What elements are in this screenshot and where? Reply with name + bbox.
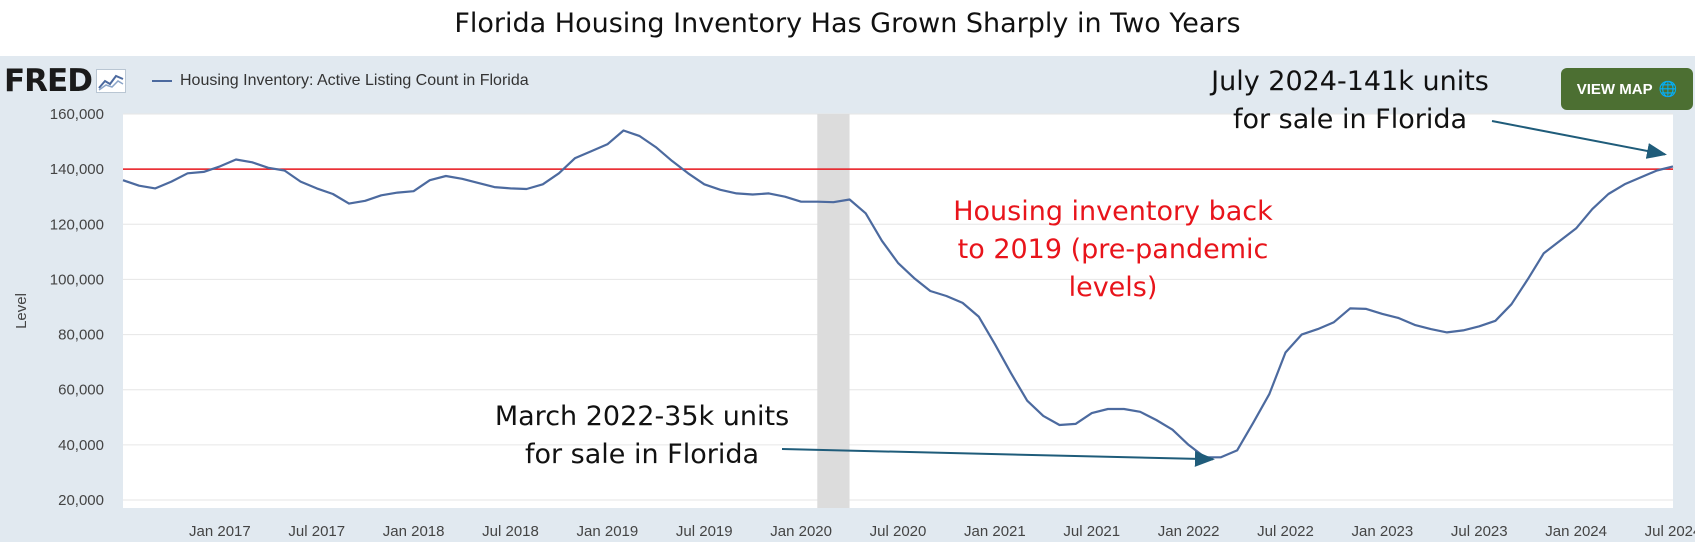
x-tick-label: Jul 2021: [1063, 523, 1120, 540]
annotation-middle: Housing inventory back to 2019 (pre-pand…: [953, 196, 1273, 303]
view-map-button[interactable]: VIEW MAP 🌐: [1561, 68, 1693, 110]
y-tick-label: 160,000: [50, 106, 104, 123]
x-tick-label: Jul 2023: [1451, 523, 1508, 540]
x-tick-label: Jan 2017: [189, 523, 251, 540]
y-tick-label: 60,000: [58, 382, 104, 399]
x-tick-label: Jul 2018: [482, 523, 539, 540]
legend-swatch: [152, 79, 172, 83]
x-tick-label: Jan 2024: [1545, 523, 1607, 540]
x-tick-label: Jan 2020: [770, 523, 832, 540]
x-tick-label: Jul 2020: [870, 523, 927, 540]
globe-icon: 🌐: [1658, 81, 1678, 98]
x-tick-label: Jul 2017: [288, 523, 345, 540]
arrow-march-2022: [781, 448, 1215, 467]
y-tick-label: 40,000: [58, 437, 104, 454]
y-tick-label: 120,000: [50, 216, 104, 233]
x-tick-label: Jan 2022: [1158, 523, 1220, 540]
x-tick-label: Jul 2024: [1645, 523, 1695, 540]
view-map-label: VIEW MAP: [1576, 80, 1653, 98]
y-tick-label: 80,000: [58, 327, 104, 344]
arrow-july-2024: [1491, 120, 1667, 159]
annotation-top-right: July 2024-141k units for sale in Florida: [1211, 66, 1489, 135]
series-line: [122, 129, 1674, 459]
recession-band: [817, 114, 850, 508]
x-tick-label: Jul 2022: [1257, 523, 1314, 540]
line-chart-icon: [95, 69, 126, 93]
x-tick-label: Jan 2018: [383, 523, 445, 540]
fred-logo[interactable]: FRED: [4, 63, 126, 99]
y-tick-label: 20,000: [58, 492, 104, 509]
page-title: Florida Housing Inventory Has Grown Shar…: [454, 8, 1241, 39]
legend-label: Housing Inventory: Active Listing Count …: [180, 72, 529, 89]
y-axis-label: Level: [13, 293, 30, 329]
x-tick-label: Jan 2021: [964, 523, 1026, 540]
plot-area: [123, 114, 1673, 508]
x-tick-label: Jan 2019: [577, 523, 639, 540]
x-tick-label: Jul 2019: [676, 523, 733, 540]
annotation-bottom: March 2022-35k units for sale in Florida: [494, 401, 790, 470]
x-tick-label: Jan 2023: [1352, 523, 1414, 540]
fred-logo-text: FRED: [4, 63, 93, 99]
y-tick-label: 140,000: [50, 161, 104, 178]
y-tick-label: 100,000: [50, 271, 104, 288]
chart-legend: Housing Inventory: Active Listing Count …: [152, 72, 529, 90]
